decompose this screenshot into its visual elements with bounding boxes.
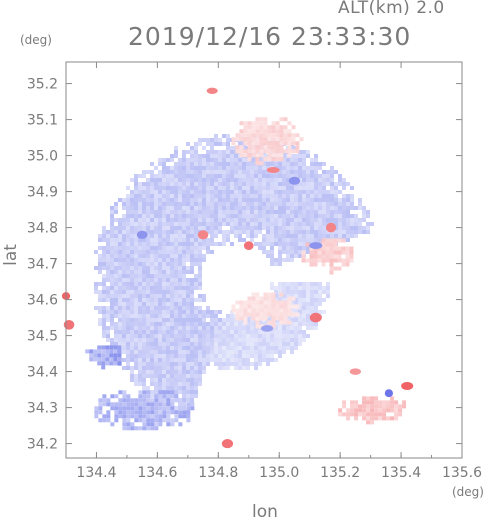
hotspot-11: [206, 87, 218, 94]
x-tick-label: 135.6: [442, 465, 482, 481]
field-region-7: [231, 292, 300, 329]
x-tick-label: 134.8: [198, 465, 238, 481]
x-tick-label: 135.2: [320, 465, 360, 481]
field-region-4: [301, 238, 354, 275]
hotspot-14: [260, 325, 274, 332]
y-tick-label: 35.1: [27, 113, 58, 129]
hotspot-2: [401, 382, 414, 390]
hotspot-13: [309, 312, 322, 323]
y-tick-label: 34.5: [27, 329, 58, 345]
y-tick-label: 34.8: [27, 221, 58, 237]
x-tick-label: 135.0: [259, 465, 299, 481]
hotspot-3: [384, 389, 393, 398]
y-tick-label: 34.6: [27, 293, 58, 309]
doppler-field: [85, 117, 407, 431]
y-tick-label: 35.0: [27, 149, 58, 165]
field-region-2: [94, 390, 195, 431]
hotspot-12: [136, 230, 148, 239]
y-tick-label: 34.3: [27, 401, 58, 417]
y-tick-label: 34.7: [27, 257, 58, 273]
field-region-0: [94, 134, 374, 418]
field-region-5: [338, 396, 407, 425]
altitude-label: ALT(km) 2.0: [338, 0, 445, 18]
scan-timestamp: 2019/12/16 23:33:30: [128, 22, 412, 51]
y-tick-label: 34.9: [27, 185, 58, 201]
hotspot-4: [221, 439, 234, 449]
hotspot-10: [309, 242, 323, 250]
y-axis: 34.2 34.3 34.4 34.5 34.6 34.7 34.8 34.9 35.0 35.1…: [27, 77, 462, 453]
y-tick-label: 34.2: [27, 437, 58, 453]
x-axis-unit: (deg): [452, 485, 484, 499]
hotspot-5: [266, 166, 280, 174]
field-region-6: [231, 117, 304, 166]
x-axis-label: lon: [252, 502, 278, 522]
x-axis: 134.4 134.6 134.8 135.0 135.2 135.4 135.6: [65, 62, 482, 481]
hotspot-6: [288, 176, 301, 185]
field-region-3: [85, 345, 122, 370]
hotspot-1: [63, 320, 75, 330]
hotspot-7: [197, 230, 209, 240]
x-tick-label: 135.4: [381, 465, 421, 481]
hotspot-8: [243, 241, 254, 250]
hotspot-15: [349, 368, 361, 375]
hotspot-9: [325, 222, 337, 233]
y-tick-label: 35.2: [27, 77, 58, 93]
plot-frame: [65, 61, 463, 459]
x-tick-label: 134.6: [137, 465, 177, 481]
y-tick-label: 34.4: [27, 365, 58, 381]
y-axis-unit: (deg): [20, 33, 52, 47]
x-tick-label: 134.4: [76, 465, 116, 481]
hotspot-layer: [61, 87, 414, 449]
